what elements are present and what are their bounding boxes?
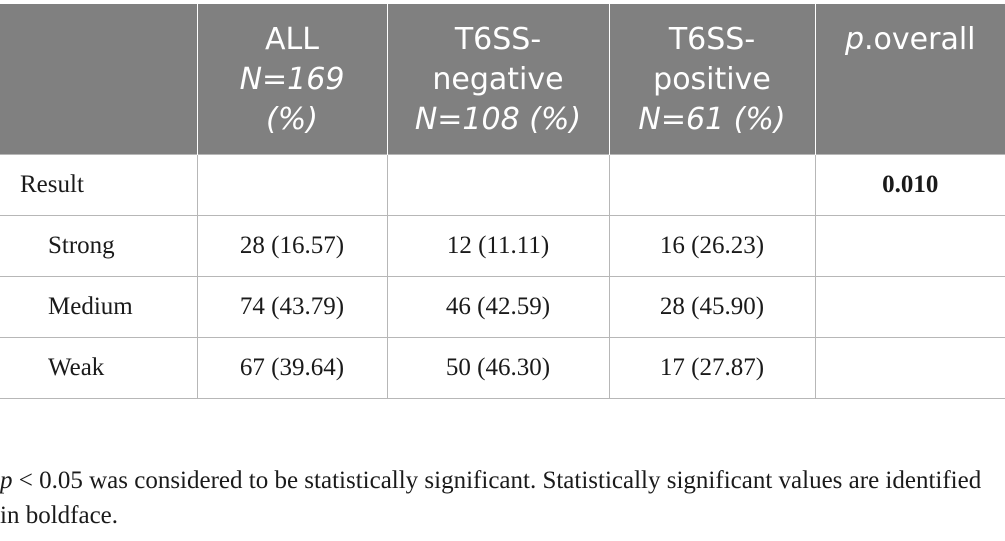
header-p-overall: p.overall	[814, 4, 1005, 154]
header-all-n: N=169	[239, 62, 345, 97]
header-negative-title-2: negative	[432, 62, 564, 97]
header-all: ALL N=169 (%)	[196, 4, 388, 154]
table-row: Result 0.010	[0, 153, 1005, 216]
cell-p-overall: 0.010	[814, 153, 1005, 216]
header-all-unit: (%)	[266, 102, 318, 137]
cell-p-overall	[814, 275, 1005, 338]
cell-positive	[608, 153, 816, 216]
table-row: Weak 67 (39.64) 50 (46.30) 17 (27.87)	[0, 336, 1005, 399]
table-body: Result 0.010 Strong 28 (16.57) 12 (11.11…	[0, 153, 1005, 399]
cell-positive: 17 (27.87)	[608, 336, 816, 399]
row-label: Result	[0, 153, 198, 216]
table-footnote: p < 0.05 was considered to be statistica…	[0, 463, 990, 533]
header-all-title: ALL	[265, 22, 319, 57]
results-table: ALL N=169 (%) T6SS- negative N=108 (%) T…	[0, 4, 1005, 399]
header-t6ss-negative: T6SS- negative N=108 (%)	[386, 4, 610, 154]
table-row: Strong 28 (16.57) 12 (11.11) 16 (26.23)	[0, 214, 1005, 277]
table-row: Medium 74 (43.79) 46 (42.59) 28 (45.90)	[0, 275, 1005, 338]
header-negative-n: N=108 (%)	[414, 102, 582, 137]
header-row: ALL N=169 (%) T6SS- negative N=108 (%) T…	[0, 4, 1005, 154]
header-positive-n: N=61 (%)	[638, 102, 786, 137]
cell-p-overall	[814, 336, 1005, 399]
cell-all: 67 (39.64)	[196, 336, 388, 399]
footnote-text: < 0.05 was considered to be statisticall…	[0, 467, 982, 529]
cell-positive: 16 (26.23)	[608, 214, 816, 277]
cell-all: 74 (43.79)	[196, 275, 388, 338]
cell-negative: 50 (46.30)	[386, 336, 610, 399]
header-p-letter: p	[844, 22, 865, 57]
footnote-p-letter: p	[0, 467, 13, 494]
table-header: ALL N=169 (%) T6SS- negative N=108 (%) T…	[0, 4, 1005, 154]
header-positive-title-1: T6SS-	[668, 22, 756, 57]
cell-negative: 46 (42.59)	[386, 275, 610, 338]
row-label: Medium	[0, 275, 198, 338]
cell-positive: 28 (45.90)	[608, 275, 816, 338]
header-empty-cell	[0, 4, 198, 154]
cell-negative	[386, 153, 610, 216]
header-p-rest: .overall	[864, 22, 976, 57]
cell-negative: 12 (11.11)	[386, 214, 610, 277]
header-negative-title-1: T6SS-	[454, 22, 542, 57]
cell-all: 28 (16.57)	[196, 214, 388, 277]
cell-all	[196, 153, 388, 216]
header-positive-title-2: positive	[653, 62, 771, 97]
row-label: Weak	[0, 336, 198, 399]
row-label: Strong	[0, 214, 198, 277]
header-t6ss-positive: T6SS- positive N=61 (%)	[608, 4, 816, 154]
cell-p-overall	[814, 214, 1005, 277]
